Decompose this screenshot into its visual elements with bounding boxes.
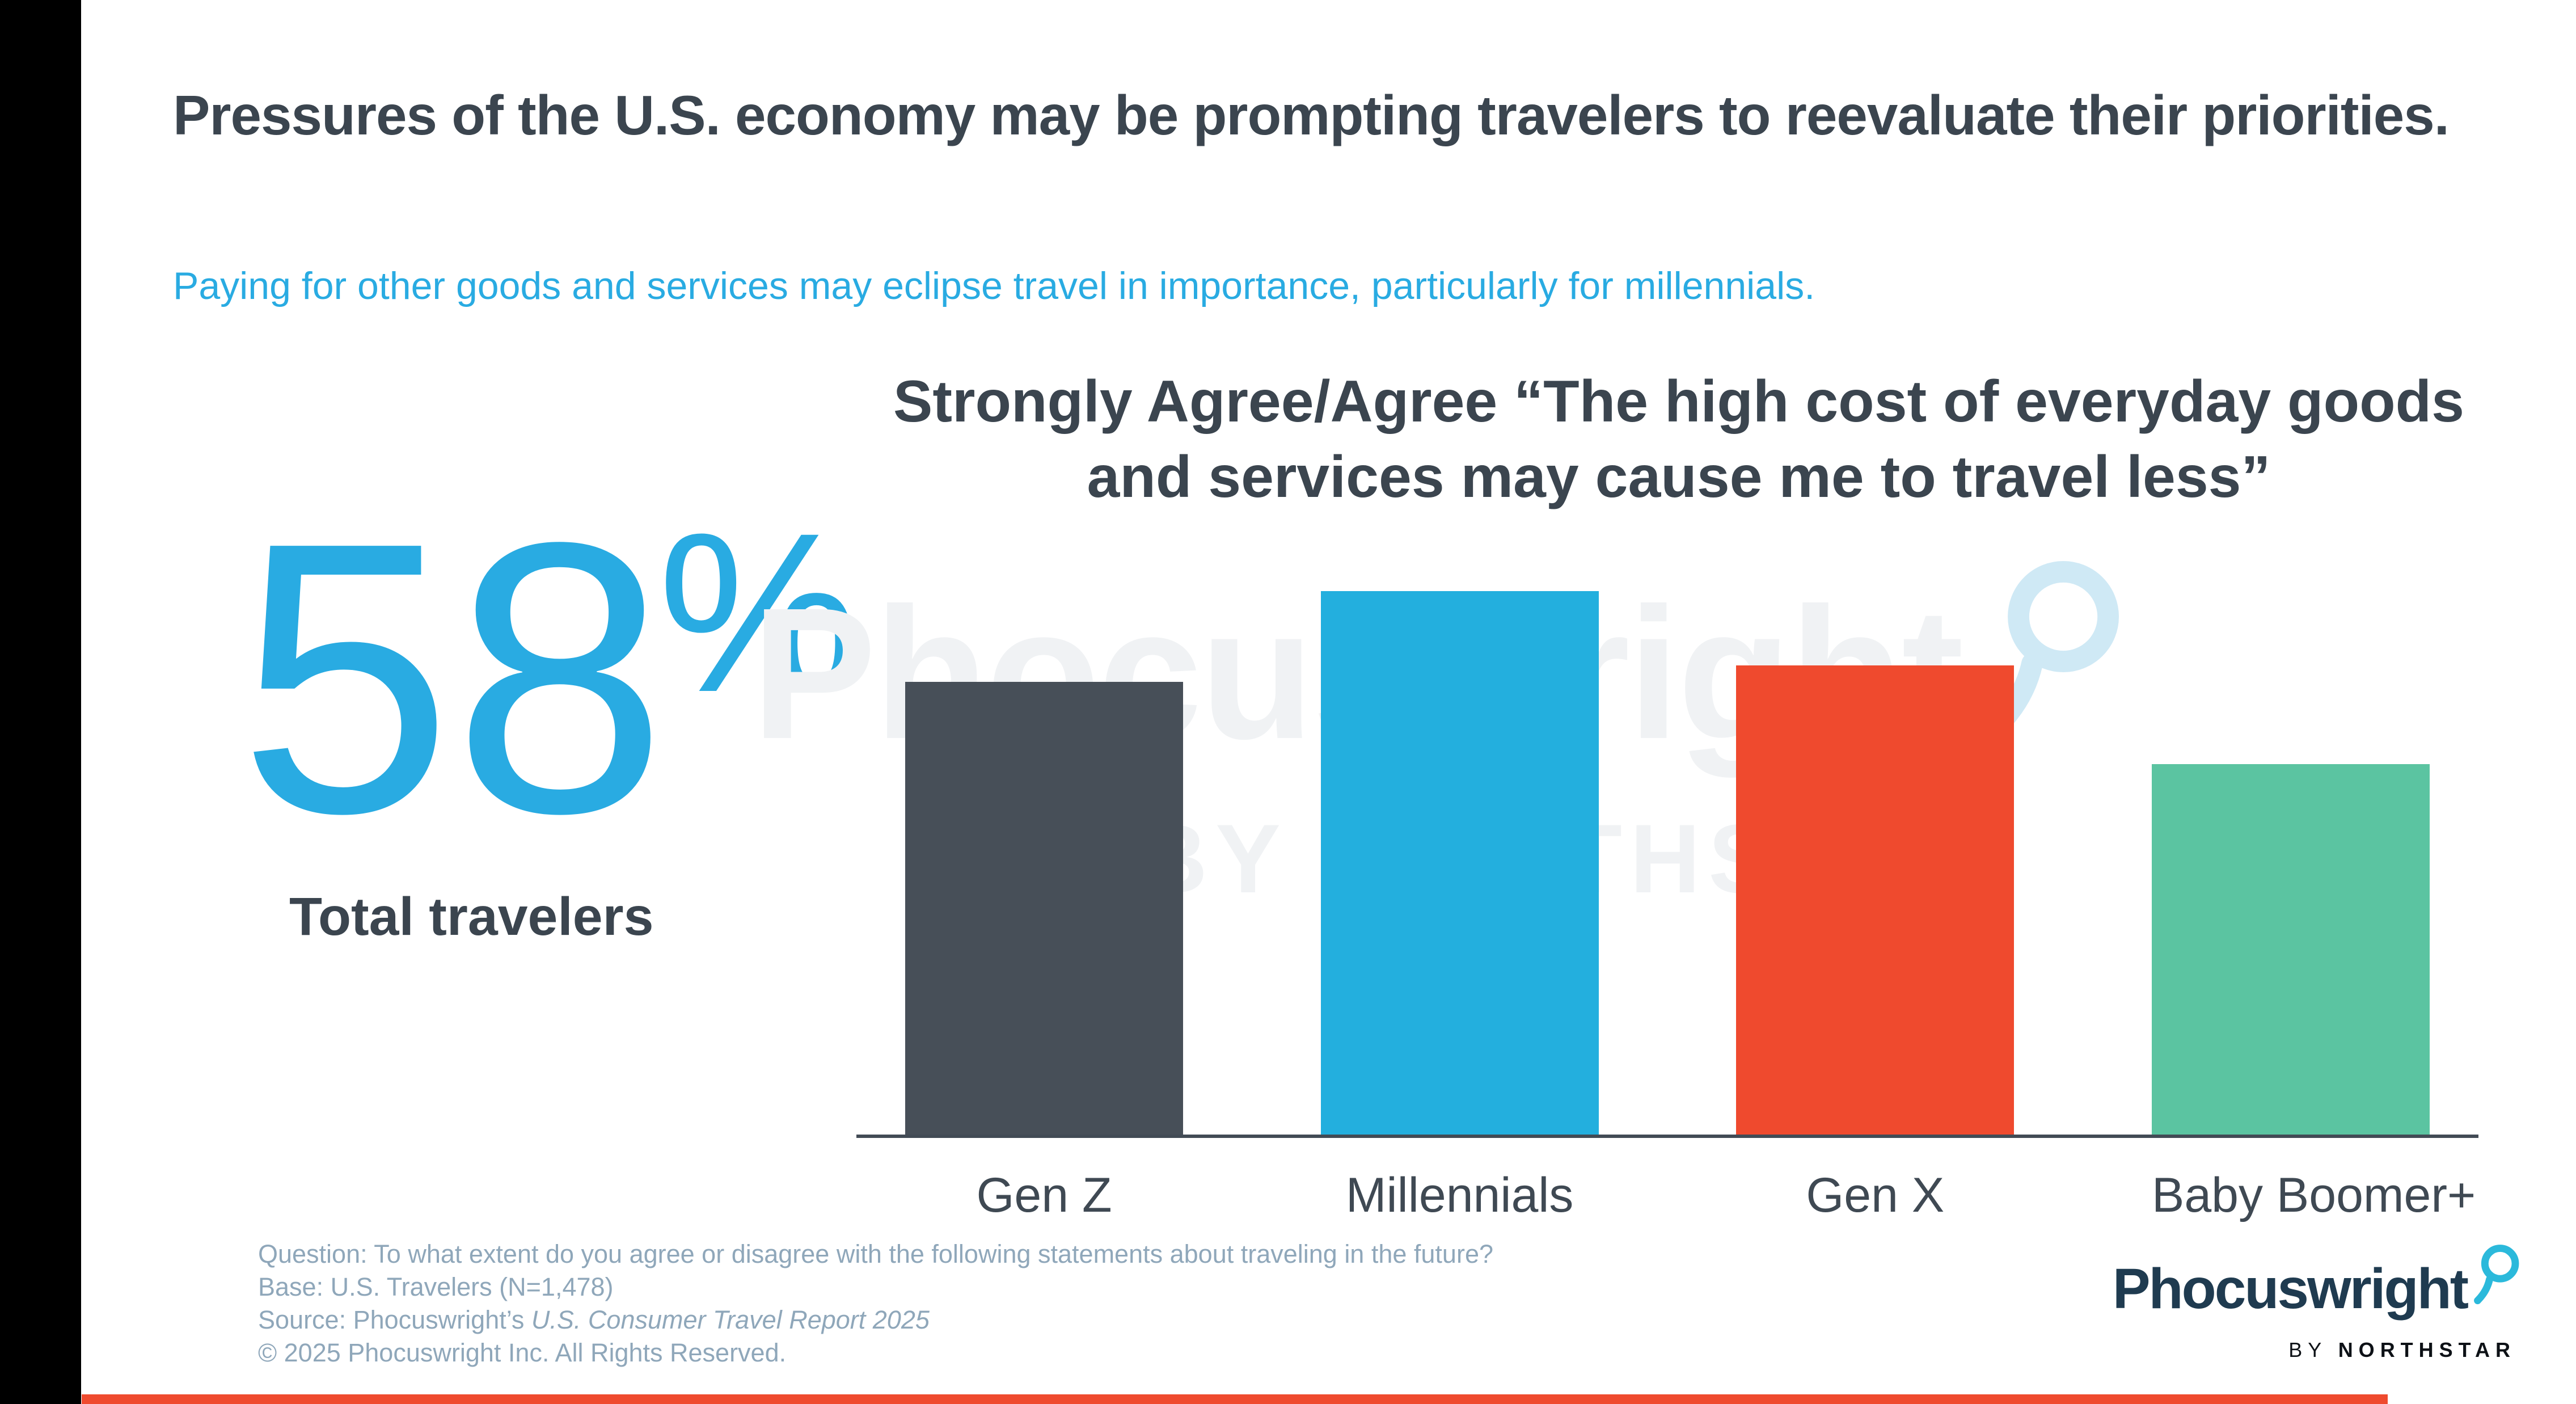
bar-gen-x <box>1736 665 2015 1135</box>
category-label-millennials: Millennials <box>1345 1168 1574 1222</box>
bar-group-baby-boomer <box>2151 567 2430 1135</box>
bar-baby-boomer <box>2151 764 2430 1135</box>
footnote-source: Source: Phocuswright’s U.S. Consumer Tra… <box>258 1304 1493 1336</box>
bar-millennials <box>1320 591 1599 1135</box>
logo-byline: BY NORTHSTAR <box>2113 1338 2519 1362</box>
left-edge-bar <box>0 0 81 1404</box>
footnote-copyright: © 2025 Phocuswright Inc. All Rights Rese… <box>258 1338 787 1368</box>
x-axis-line <box>856 1135 2478 1138</box>
stat-percent-sign: % <box>658 486 860 739</box>
category-label-baby-boomer: Baby Boomer+ <box>2151 1168 2476 1222</box>
slide-subtitle: Paying for other goods and services may … <box>173 264 1815 307</box>
phocuswright-logo: Phocuswright BY NORTHSTAR <box>2112 1245 2519 1362</box>
bar-gen-z <box>905 682 1183 1135</box>
logo-brand-text: Phocuswright <box>2112 1257 2469 1321</box>
logo-speech-bubble-question-icon <box>2472 1242 2519 1309</box>
bar-group-gen-x <box>1736 567 2015 1135</box>
stat-label: Total travelers <box>289 887 654 947</box>
footnote-base: Base: U.S. Travelers (N=1,478) <box>258 1272 614 1302</box>
logo-by-text: BY <box>2288 1338 2327 1361</box>
bottom-accent-stripe <box>82 1394 2388 1404</box>
bars-row <box>856 567 2478 1135</box>
bar-chart: Gen Z Millennials Gen X Baby Boomer+ <box>856 567 2478 1248</box>
bar-group-gen-z <box>905 567 1183 1135</box>
stat-number: 58 <box>238 462 668 893</box>
footnote-source-prefix: Source: Phocuswright’s <box>258 1305 531 1335</box>
logo-row: Phocuswright <box>2112 1245 2519 1327</box>
category-label-gen-x: Gen X <box>1806 1168 1945 1222</box>
footnote-question: Question: To what extent do you agree or… <box>258 1239 1493 1268</box>
logo-network-text: NORTHSTAR <box>2338 1338 2516 1361</box>
category-labels-row: Gen Z Millennials Gen X Baby Boomer+ <box>856 1167 2478 1224</box>
footnote-source-title: U.S. Consumer Travel Report 2025 <box>531 1305 930 1335</box>
bar-group-millennials <box>1320 567 1599 1135</box>
chart-title: Strongly Agree/Agree “The high cost of e… <box>893 369 2464 511</box>
category-label-gen-z: Gen Z <box>976 1168 1112 1222</box>
slide-title: Pressures of the U.S. economy may be pro… <box>173 84 2450 146</box>
footnotes: Question: To what extent do you agree or… <box>258 1238 1493 1369</box>
